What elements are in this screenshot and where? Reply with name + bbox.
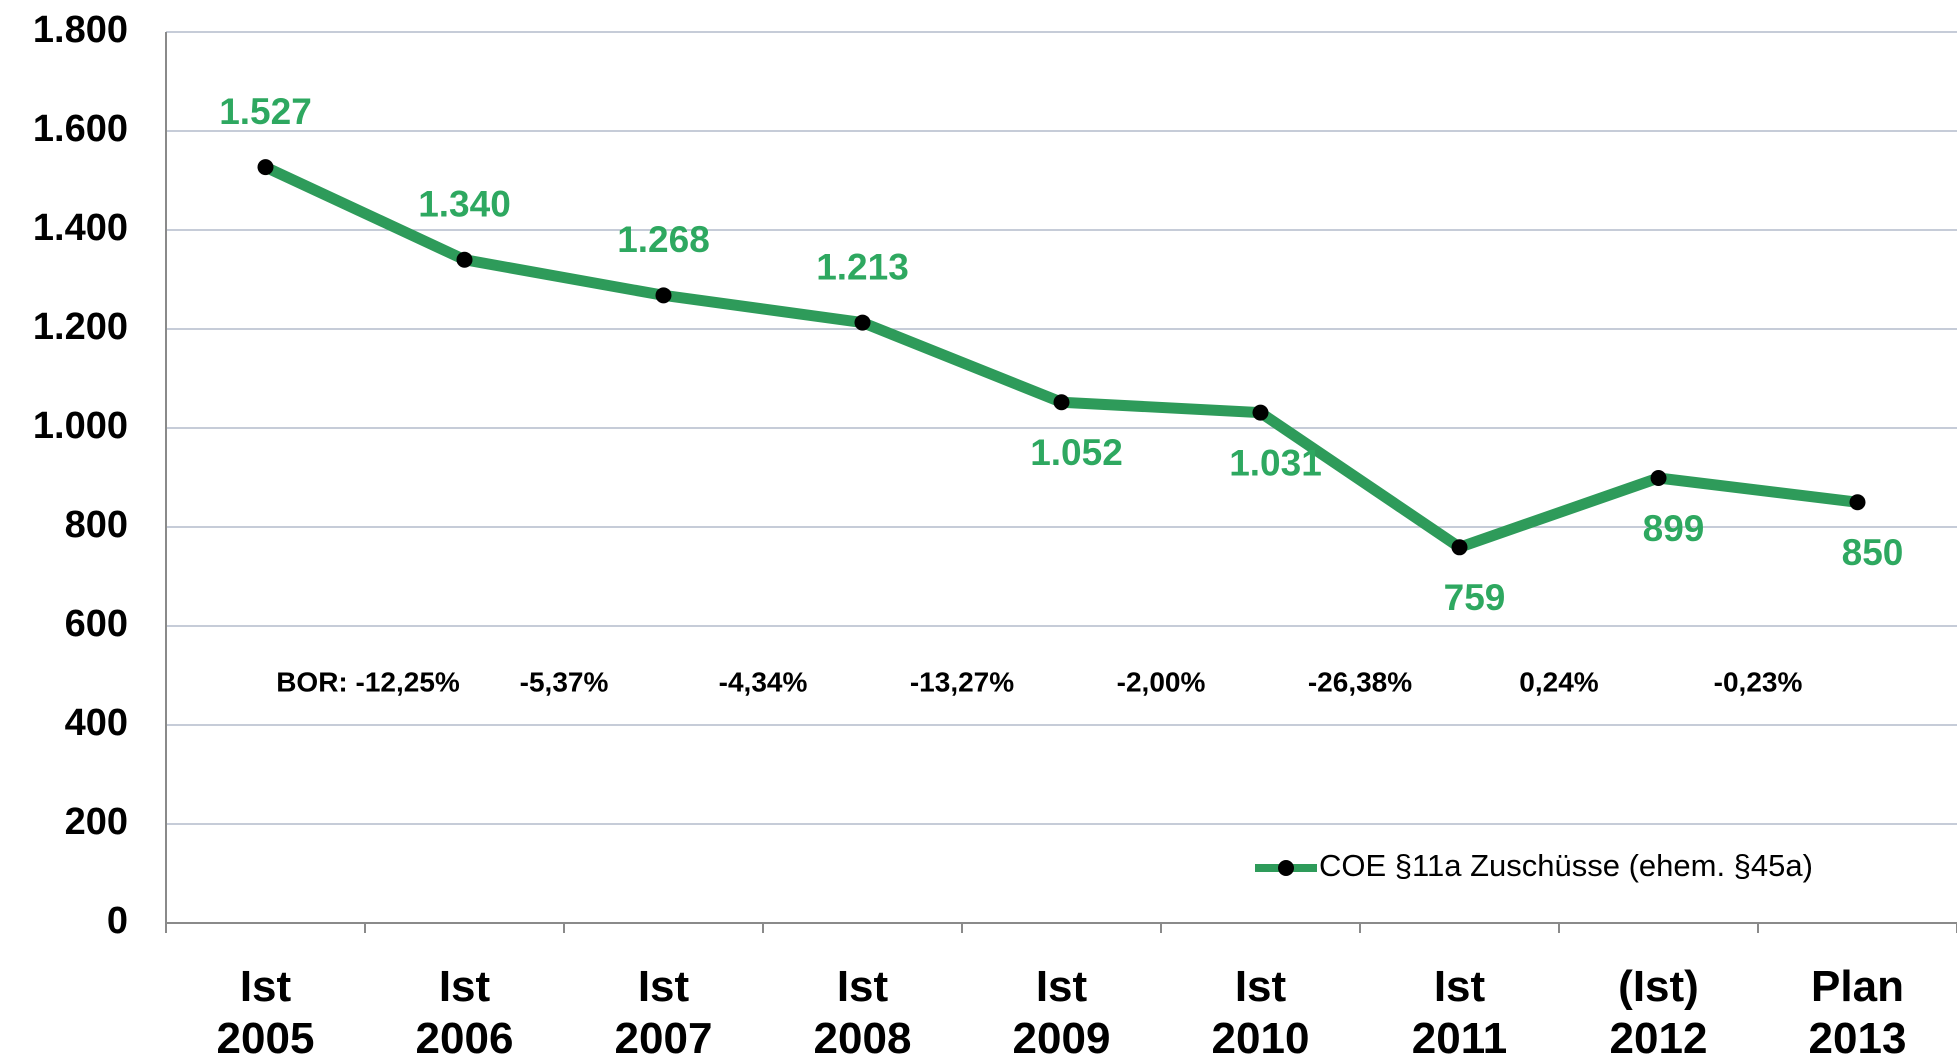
y-tick-label: 0 — [107, 900, 128, 942]
data-label: 850 — [1842, 532, 1904, 573]
data-label: 1.213 — [816, 246, 909, 287]
data-label: 1.052 — [1030, 432, 1123, 473]
x-tick-label: Ist 2006 — [416, 962, 514, 1063]
data-point — [854, 314, 871, 331]
x-tick-label: Plan 2013 — [1809, 962, 1907, 1063]
y-tick-label: 1.400 — [33, 207, 128, 249]
annotation: -2,00% — [1117, 666, 1206, 697]
annotation: BOR: -12,25% — [276, 666, 460, 697]
data-point — [1252, 404, 1269, 421]
x-tick-label: Ist 2008 — [814, 962, 912, 1063]
x-tick-label: Ist 2009 — [1013, 962, 1111, 1063]
data-label: 899 — [1643, 508, 1705, 549]
y-tick-label: 1.200 — [33, 306, 128, 348]
data-point — [1053, 394, 1070, 411]
x-tick-label: (Ist) 2012 — [1610, 962, 1708, 1063]
y-tick-label: 1.600 — [33, 108, 128, 150]
y-tick-label: 1.000 — [33, 405, 128, 447]
y-tick-label: 200 — [65, 801, 128, 843]
data-point — [655, 287, 672, 304]
y-tick-label: 1.800 — [33, 9, 128, 51]
x-tick-label: Ist 2010 — [1212, 962, 1310, 1063]
data-point — [1650, 469, 1667, 486]
annotation: -26,38% — [1308, 666, 1412, 697]
annotation: -5,37% — [520, 666, 609, 697]
x-tick-label: Ist 2011 — [1412, 962, 1507, 1063]
data-label: 1.527 — [219, 91, 312, 132]
legend-marker — [1278, 860, 1294, 876]
annotation: -0,23% — [1714, 666, 1803, 697]
y-tick-label: 400 — [65, 702, 128, 744]
x-tick-label: Ist 2007 — [615, 962, 713, 1063]
data-label: 1.268 — [617, 219, 710, 260]
y-tick-label: 800 — [65, 504, 128, 546]
data-point — [257, 159, 274, 176]
data-label: 1.031 — [1229, 442, 1322, 483]
data-point — [456, 251, 473, 268]
legend-label: COE §11a Zuschüsse (ehem. §45a) — [1319, 848, 1813, 883]
annotation: 0,24% — [1519, 666, 1598, 697]
data-label: 1.340 — [418, 183, 511, 224]
data-label: 759 — [1444, 577, 1506, 618]
data-point — [1849, 494, 1866, 511]
annotation: -4,34% — [719, 666, 808, 697]
data-point — [1451, 539, 1468, 556]
annotation: -13,27% — [910, 666, 1014, 697]
y-tick-label: 600 — [65, 603, 128, 645]
x-tick-label: Ist 2005 — [217, 962, 315, 1063]
